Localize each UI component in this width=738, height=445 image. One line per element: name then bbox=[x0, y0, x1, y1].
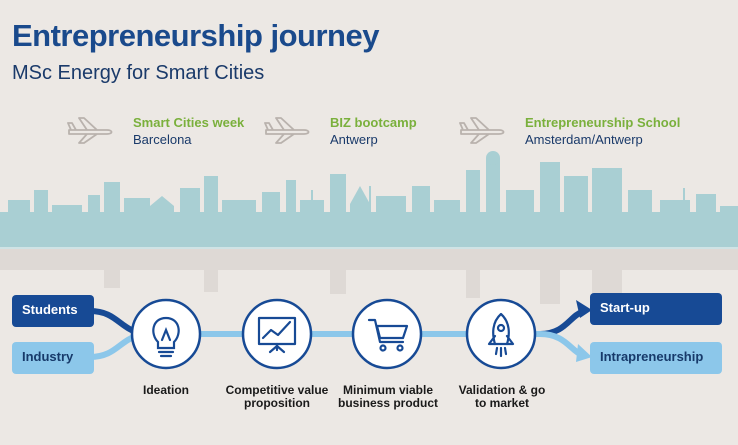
output-start-up: Start-up bbox=[590, 293, 722, 325]
trip-name: Smart Cities week bbox=[133, 115, 245, 130]
stage-label-minimum-viable-business-product: Minimum viable business product bbox=[337, 383, 438, 410]
stage-label-competitive-value-proposition: Competitive value proposition bbox=[225, 383, 329, 410]
airplane-icon bbox=[264, 117, 310, 144]
input-industry: Industry bbox=[12, 342, 94, 374]
airplane-icon bbox=[459, 117, 505, 144]
shopping-cart-icon bbox=[367, 318, 409, 352]
input-students: Students bbox=[12, 295, 94, 327]
trip-name: Entrepreneurship School bbox=[525, 115, 681, 130]
trip-place: Barcelona bbox=[133, 132, 192, 147]
trip-place: Antwerp bbox=[330, 132, 378, 147]
trip-entrepreneurship-school: Entrepreneurship School Amsterdam/Antwer… bbox=[459, 114, 681, 148]
skyline-reflection bbox=[0, 248, 738, 304]
page-title: Entrepreneurship journey bbox=[12, 18, 379, 53]
trip-smart-cities-week: Smart Cities week Barcelona bbox=[67, 114, 245, 148]
wind-turbines bbox=[311, 186, 715, 240]
airplane-icon bbox=[67, 117, 113, 144]
lightbulb-icon bbox=[152, 316, 180, 358]
output-intrapreneurship: Intrapreneurship bbox=[590, 342, 722, 374]
rocket-icon bbox=[487, 312, 515, 358]
chart-board-icon bbox=[257, 316, 297, 354]
trip-biz-bootcamp: BIZ bootcamp Antwerp bbox=[264, 114, 417, 148]
trip-place: Amsterdam/Antwerp bbox=[525, 132, 643, 147]
stage-label-validation: Validation & go to market bbox=[458, 383, 546, 410]
page-subtitle: MSc Energy for Smart Cities bbox=[12, 62, 265, 84]
stage-label-ideation: Ideation bbox=[142, 383, 189, 397]
trip-name: BIZ bootcamp bbox=[330, 115, 417, 130]
